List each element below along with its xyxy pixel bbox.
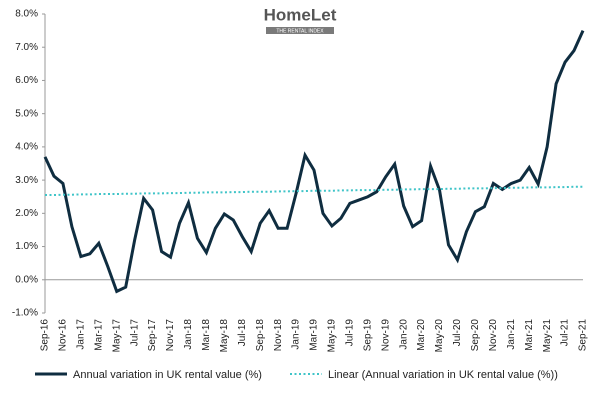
y-tick-label: 5.0% bbox=[15, 108, 38, 119]
x-tick-label: Nov-16 bbox=[58, 319, 69, 352]
logo-brand: HomeLet bbox=[264, 5, 337, 24]
logo-tagline: THE RENTAL INDEX bbox=[276, 28, 324, 34]
x-tick-label: Mar-21 bbox=[524, 319, 535, 351]
x-tick-label: Nov-18 bbox=[273, 319, 284, 352]
x-tick-label: May-20 bbox=[434, 319, 445, 353]
x-tick-label: Jan-19 bbox=[291, 319, 302, 350]
legend-item: Linear (Annual variation in UK rental va… bbox=[290, 369, 558, 381]
legend-label: Annual variation in UK rental value (%) bbox=[73, 369, 262, 381]
x-tick-label: Jul-20 bbox=[452, 319, 463, 347]
x-tick-label: May-18 bbox=[219, 319, 230, 353]
y-tick-label: 1.0% bbox=[15, 241, 38, 252]
y-tick-label: 3.0% bbox=[15, 175, 38, 186]
series-line bbox=[43, 29, 585, 294]
y-tick-label: 2.0% bbox=[15, 208, 38, 219]
y-tick-label: -1.0% bbox=[12, 308, 38, 319]
x-tick-label: Sep-20 bbox=[470, 319, 481, 352]
x-tick-label: May-19 bbox=[327, 319, 338, 353]
legend-label: Linear (Annual variation in UK rental va… bbox=[328, 369, 558, 381]
x-tick-label: Jul-19 bbox=[345, 319, 356, 347]
x-tick-label: Nov-19 bbox=[380, 319, 391, 352]
legend-item: Annual variation in UK rental value (%) bbox=[35, 369, 262, 381]
x-tick-label: Jul-18 bbox=[237, 319, 248, 347]
x-tick-label: Sep-21 bbox=[578, 319, 589, 352]
x-tick-label: Sep-16 bbox=[40, 319, 51, 352]
logo: HomeLet THE RENTAL INDEX bbox=[264, 5, 337, 34]
logo-band bbox=[266, 27, 334, 34]
x-tick-label: Mar-18 bbox=[201, 319, 212, 351]
x-tick-label: Mar-20 bbox=[416, 319, 427, 351]
x-tick-label: Jul-17 bbox=[129, 319, 140, 347]
x-tick-label: Jan-17 bbox=[76, 319, 87, 350]
x-tick-label: May-17 bbox=[111, 319, 122, 353]
y-tick-label: 7.0% bbox=[15, 42, 38, 53]
y-tick-label: 8.0% bbox=[15, 9, 38, 20]
y-tick-label: 4.0% bbox=[15, 142, 38, 153]
x-tick-label: Jul-21 bbox=[560, 319, 571, 347]
x-tick-label: Nov-20 bbox=[488, 319, 499, 352]
y-tick-label: 6.0% bbox=[15, 75, 38, 86]
x-tick-label: Nov-17 bbox=[165, 319, 176, 352]
x-tick-label: Mar-17 bbox=[93, 319, 104, 351]
x-tick-label: Mar-19 bbox=[309, 319, 320, 351]
y-tick-label: 0.0% bbox=[15, 274, 38, 285]
x-tick-label: May-21 bbox=[542, 319, 553, 353]
x-tick-label: Sep-19 bbox=[362, 319, 373, 352]
x-tick-label: Jan-20 bbox=[398, 319, 409, 350]
x-tick-label: Jan-21 bbox=[506, 319, 517, 350]
x-tick-label: Sep-18 bbox=[255, 319, 266, 352]
x-tick-label: Jan-18 bbox=[183, 319, 194, 350]
x-tick-label: Sep-17 bbox=[147, 319, 158, 352]
